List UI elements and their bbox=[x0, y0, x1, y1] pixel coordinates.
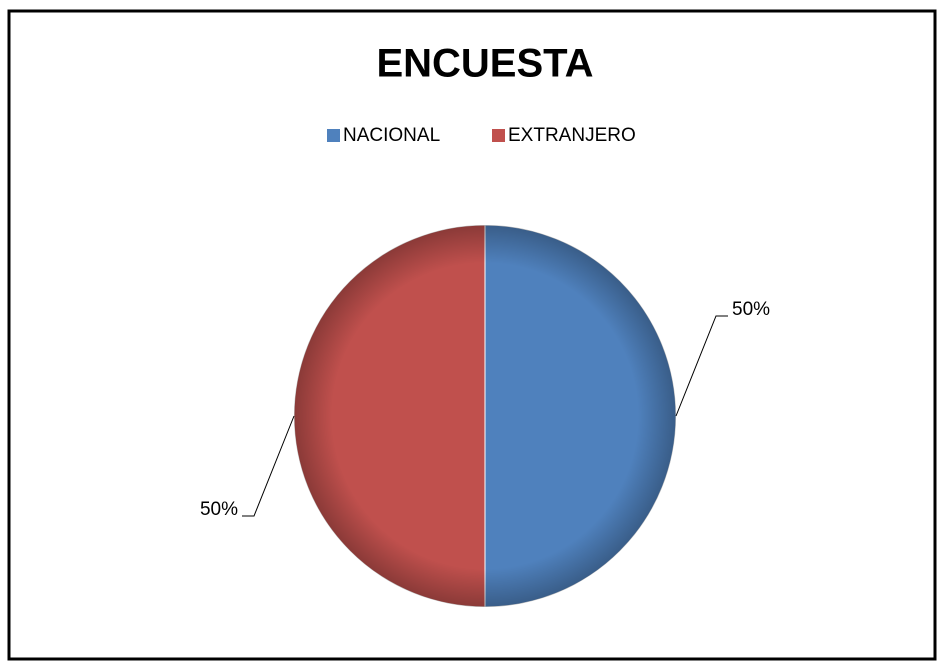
legend-label: NACIONAL bbox=[343, 125, 440, 146]
data-label: 50% bbox=[732, 299, 770, 320]
chart-title: ENCUESTA bbox=[376, 42, 593, 86]
leader-line bbox=[675, 315, 728, 417]
legend-label: EXTRANJERO bbox=[508, 125, 636, 146]
legend-swatch bbox=[327, 129, 340, 142]
data-label: 50% bbox=[200, 499, 238, 520]
leader-line bbox=[242, 415, 295, 517]
legend-swatch bbox=[492, 129, 505, 142]
